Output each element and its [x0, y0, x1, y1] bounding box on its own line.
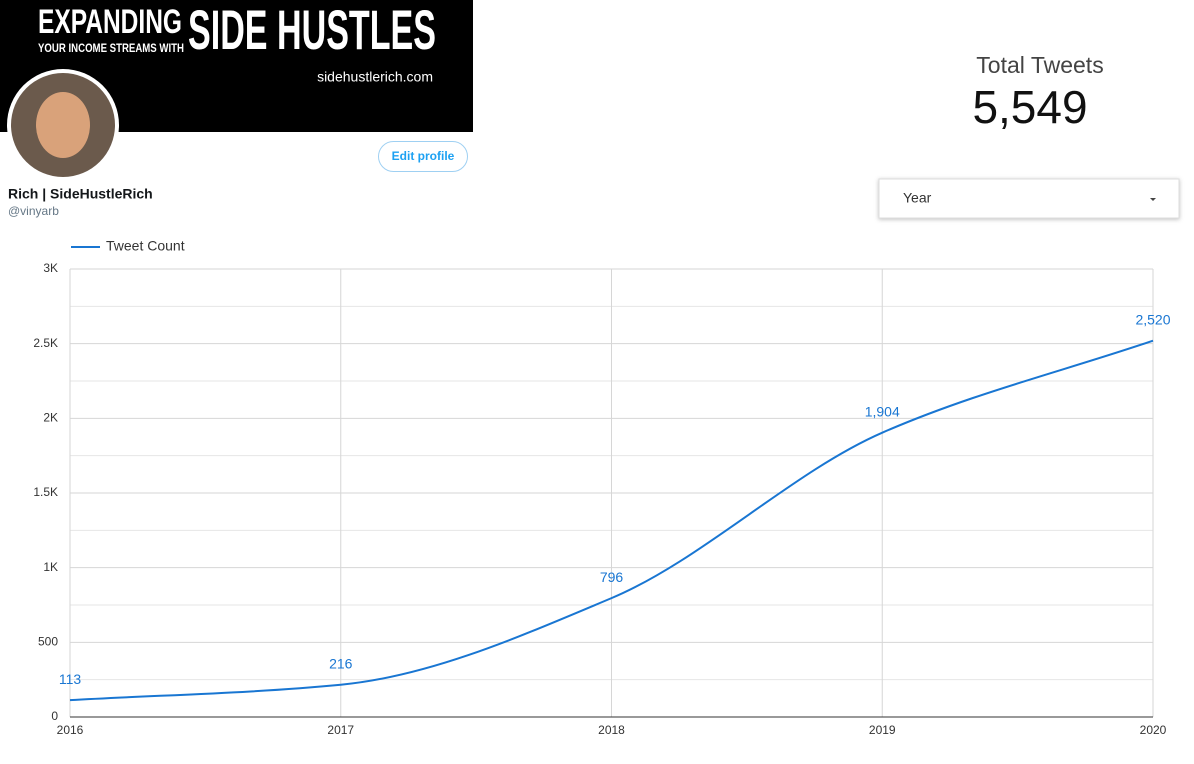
year-filter-label[interactable]: Year	[903, 190, 932, 206]
x-tick-label: 2016	[57, 723, 84, 737]
y-tick-label: 2.5K	[33, 336, 58, 350]
banner-url: sidehustlerich.com	[317, 69, 433, 85]
y-tick-label: 2K	[43, 411, 58, 425]
year-filter[interactable]	[878, 178, 1180, 219]
y-tick-label: 1.5K	[33, 485, 58, 499]
x-tick-label: 2018	[598, 723, 625, 737]
banner-subtitle: YOUR INCOME STREAMS WITH	[38, 41, 184, 55]
data-label: 113	[59, 671, 82, 687]
avatar-face	[36, 92, 90, 158]
data-label: 796	[600, 569, 624, 585]
legend-label: Tweet Count	[106, 238, 185, 254]
banner-title: EXPANDING	[38, 3, 182, 41]
data-label: 2,520	[1135, 311, 1170, 327]
banner-title: SIDE HUSTLES	[188, 0, 436, 61]
x-tick-label: 2020	[1140, 723, 1167, 737]
profile-name: Rich | SideHustleRich	[8, 186, 153, 202]
data-label: 216	[329, 655, 353, 671]
y-tick-label: 0	[51, 709, 58, 723]
y-tick-label: 500	[38, 635, 58, 649]
y-tick-label: 3K	[43, 261, 58, 275]
series-line	[69, 339, 1154, 702]
scorecard-label: Total Tweets	[976, 52, 1103, 78]
y-tick-label: 1K	[43, 560, 58, 574]
data-label: 1,904	[865, 403, 900, 419]
x-tick-label: 2017	[327, 723, 354, 737]
scorecard-value: 5,549	[972, 81, 1087, 133]
edit-profile-label[interactable]: Edit profile	[392, 149, 455, 163]
edit-profile-button[interactable]	[378, 141, 468, 172]
dropdown-caret[interactable]	[1150, 198, 1156, 201]
x-tick-label: 2019	[869, 723, 896, 737]
profile-handle: @vinyarb	[8, 204, 59, 218]
